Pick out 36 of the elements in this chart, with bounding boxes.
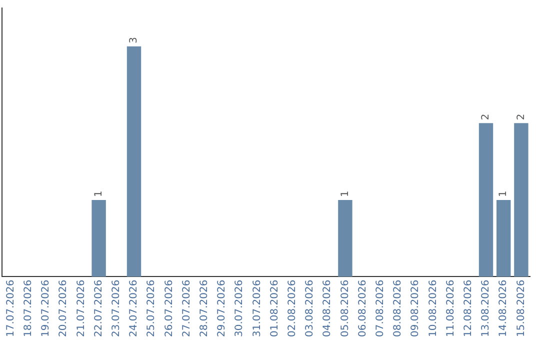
x-tick-label: 26.07.2026 (164, 280, 175, 338)
x-tick-label: 29.07.2026 (216, 280, 228, 338)
x-tick-label: 01.08.2026 (269, 280, 280, 338)
x-tick-label: 31.07.2026 (252, 280, 263, 338)
x-tick-label: 25.07.2026 (146, 280, 158, 338)
x-tick-label: 18.07.2026 (22, 280, 34, 338)
x-tick-label: 03.08.2026 (304, 280, 316, 338)
x-tick-label: 09.08.2026 (410, 280, 422, 338)
data-label: 1 (498, 190, 510, 197)
data-label: 2 (516, 114, 527, 120)
x-tick-label: 08.08.2026 (392, 280, 404, 338)
x-tick-label: 06.08.2026 (357, 280, 368, 338)
x-tick-label: 22.07.2026 (93, 280, 104, 338)
x-tick-label: 10.08.2026 (428, 280, 439, 338)
x-tick-label: 28.07.2026 (198, 280, 210, 338)
x-tick-label: 12.08.2026 (462, 280, 474, 338)
x-tick-label: 04.08.2026 (322, 280, 334, 338)
x-tick-label: 19.07.2026 (40, 280, 52, 338)
data-label: 1 (340, 190, 351, 197)
x-tick-label: 24.07.2026 (128, 280, 140, 338)
x-tick-label: 23.07.2026 (110, 280, 122, 338)
x-tick-label: 07.08.2026 (374, 280, 386, 338)
x-tick-label: 15.08.2026 (516, 280, 527, 338)
x-tick-label: 30.07.2026 (234, 280, 246, 338)
x-tick-label: 27.07.2026 (181, 280, 192, 338)
x-tick-label: 13.08.2026 (480, 280, 492, 338)
x-tick-label: 11.08.2026 (445, 280, 456, 338)
data-label: 2 (480, 114, 492, 120)
x-tick-label: 05.08.2026 (340, 280, 351, 338)
data-label: 1 (93, 190, 104, 197)
data-label: 3 (128, 37, 140, 44)
x-tick-label: 20.07.2026 (58, 280, 70, 338)
x-tick-label: 02.08.2026 (286, 280, 298, 338)
x-tick-label: 21.07.2026 (76, 280, 87, 338)
x-tick-label: 14.08.2026 (498, 280, 510, 338)
x-tick-label: 17.07.2026 (5, 280, 16, 338)
